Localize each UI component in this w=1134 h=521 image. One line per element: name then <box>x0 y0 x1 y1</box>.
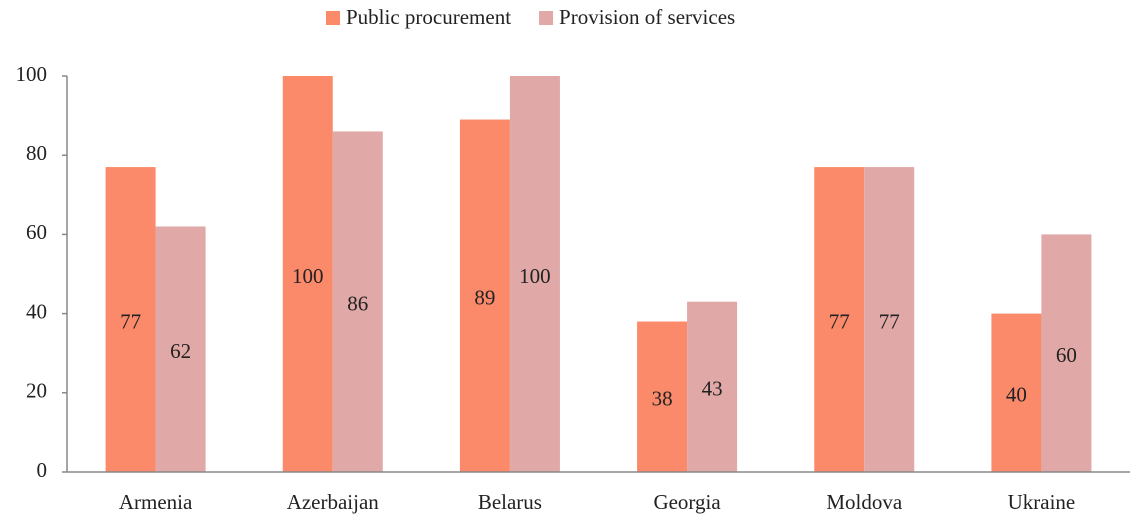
legend-swatch <box>326 11 340 25</box>
x-tick-label: Georgia <box>653 490 721 514</box>
data-label: 62 <box>170 339 191 363</box>
y-tick-label: 40 <box>26 299 47 323</box>
bar <box>814 167 865 472</box>
bar <box>687 301 738 472</box>
y-tick-label: 60 <box>26 220 47 244</box>
x-tick-label: Armenia <box>119 490 193 514</box>
data-label: 77 <box>120 309 141 333</box>
legend-swatch <box>539 11 554 25</box>
bar <box>155 226 206 472</box>
legend: Public procurement Provision of services <box>326 5 735 29</box>
x-tick-label: Moldova <box>826 490 903 514</box>
bar <box>459 119 510 472</box>
bar <box>282 76 333 472</box>
data-label: 40 <box>1006 383 1027 407</box>
y-tick-label: 100 <box>16 62 48 86</box>
data-label: 86 <box>347 292 368 316</box>
data-label: 43 <box>702 377 723 401</box>
bar <box>991 313 1042 472</box>
data-label: 38 <box>652 387 673 411</box>
bar <box>105 167 156 472</box>
bar <box>637 321 688 472</box>
data-label: 60 <box>1056 343 1077 367</box>
data-label: 100 <box>292 264 324 288</box>
bar <box>1041 234 1092 472</box>
data-label: 89 <box>474 286 495 310</box>
data-label: 77 <box>879 309 900 333</box>
bar <box>332 131 383 472</box>
y-tick-label: 0 <box>37 458 48 482</box>
bar <box>509 76 560 472</box>
bar <box>864 167 915 472</box>
x-tick-label: Belarus <box>478 490 542 514</box>
y-tick-label: 20 <box>26 379 47 403</box>
data-label: 77 <box>829 309 850 333</box>
x-tick-label: Ukraine <box>1008 490 1076 514</box>
data-label: 100 <box>519 264 551 288</box>
legend-label: Provision of services <box>559 5 735 29</box>
y-tick-label: 80 <box>26 141 47 165</box>
legend-label: Public procurement <box>346 5 511 29</box>
x-tick-label: Azerbaijan <box>287 490 380 514</box>
